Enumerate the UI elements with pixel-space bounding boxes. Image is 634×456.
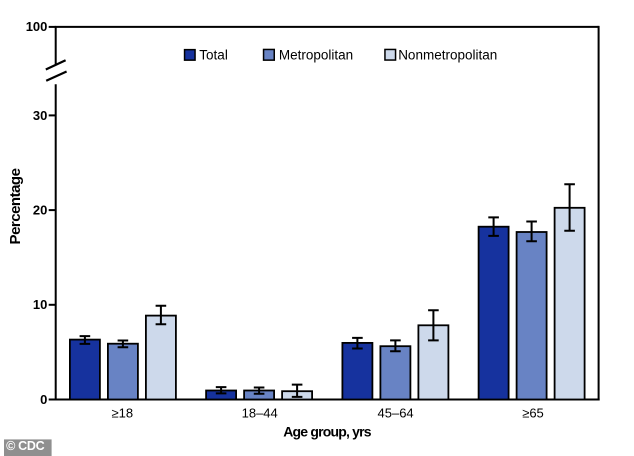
svg-text:≥65: ≥65 [522,405,544,420]
svg-text:45–64: 45–64 [378,405,414,420]
svg-text:≥18: ≥18 [111,405,133,420]
svg-text:10: 10 [33,297,47,312]
svg-text:© CDC: © CDC [6,439,45,453]
svg-text:0: 0 [40,392,47,407]
svg-text:18–44: 18–44 [242,405,278,420]
svg-text:Total: Total [199,48,228,63]
svg-text:Metropolitan: Metropolitan [279,48,353,63]
svg-text:Nonmetropolitan: Nonmetropolitan [398,48,497,63]
svg-text:20: 20 [33,203,47,218]
svg-text:30: 30 [33,108,47,123]
svg-text:100: 100 [26,19,48,34]
svg-text:Age group, yrs: Age group, yrs [283,424,372,440]
svg-text:Percentage: Percentage [7,168,24,244]
